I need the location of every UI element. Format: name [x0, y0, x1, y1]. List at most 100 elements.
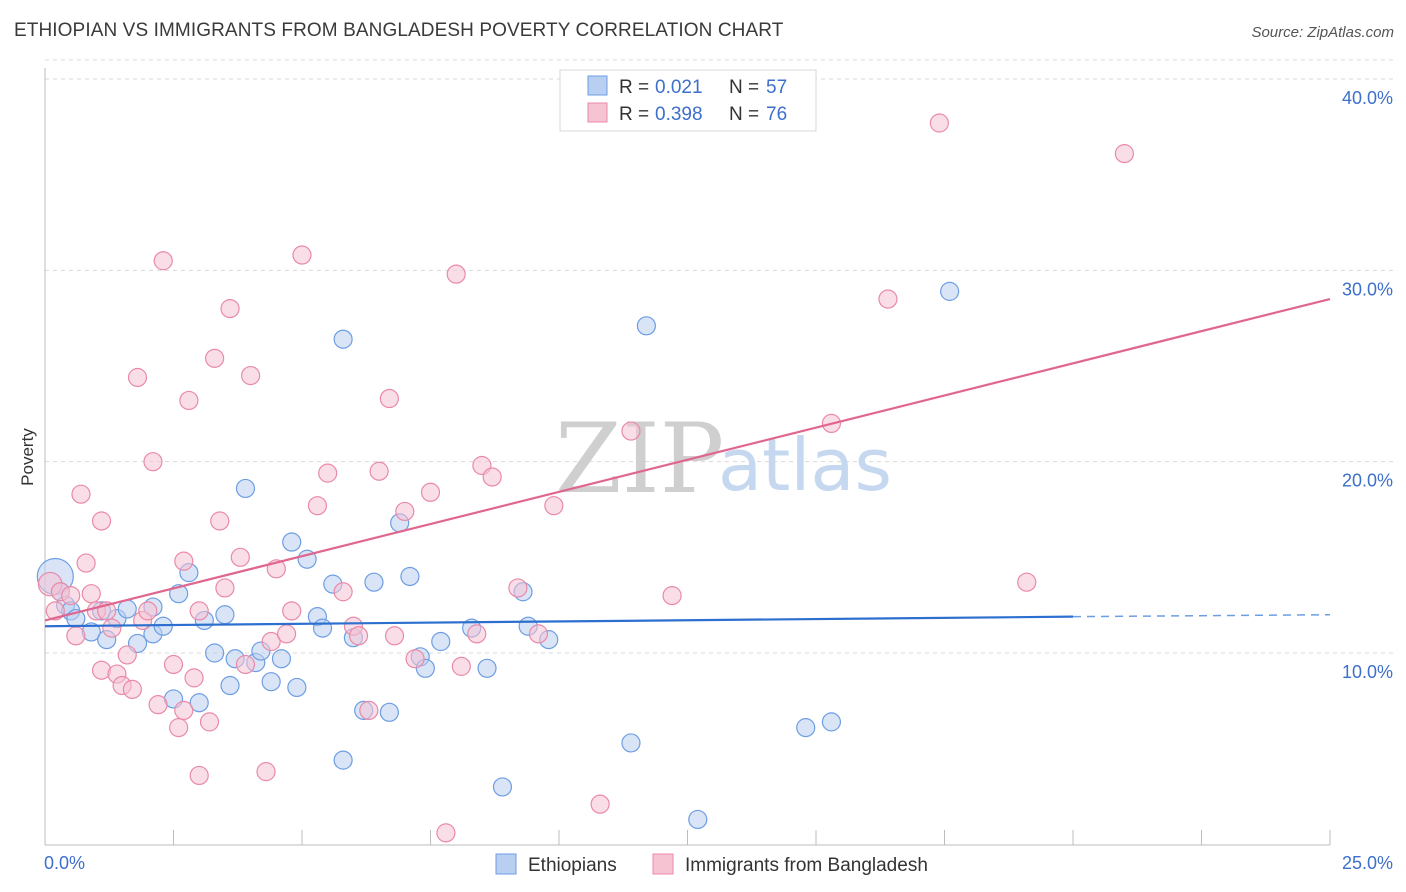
point-ethiopians	[287, 677, 307, 698]
point-ethiopians	[688, 809, 708, 830]
point-bangladesh	[307, 496, 328, 516]
bottom-legend-label-bangladesh: Immigrants from Bangladesh	[685, 855, 928, 876]
point-ethiopians	[117, 599, 137, 619]
point-bangladesh	[163, 654, 184, 675]
trend-lines	[44, 297, 1331, 628]
point-bangladesh	[621, 421, 641, 441]
point-ethiopians	[796, 718, 816, 738]
point-bangladesh	[292, 245, 312, 265]
point-ethiopians	[821, 712, 842, 732]
point-bangladesh	[210, 511, 230, 531]
y-tick-label: 40.0%	[1342, 88, 1393, 108]
point-ethiopians	[431, 631, 451, 652]
point-ethiopians	[364, 572, 384, 592]
legend-n-label-1: N =	[729, 77, 759, 98]
point-bangladesh	[179, 390, 199, 411]
trend-line-ethiopians-extension	[1072, 613, 1331, 618]
point-bangladesh	[318, 463, 338, 483]
point-bangladesh	[66, 626, 86, 646]
point-bangladesh	[241, 365, 261, 386]
point-ethiopians	[333, 750, 353, 770]
point-ethiopians	[333, 329, 353, 349]
point-ethiopians	[215, 605, 235, 625]
point-bangladesh	[127, 367, 148, 388]
point-bangladesh	[369, 461, 389, 481]
legend-r-label-1: R =	[619, 77, 649, 98]
bottom-legend: Ethiopians Immigrants from Bangladesh	[495, 853, 928, 876]
point-bangladesh	[153, 251, 173, 271]
point-bangladesh	[102, 618, 122, 638]
point-bangladesh	[528, 624, 549, 644]
point-bangladesh	[148, 695, 168, 715]
point-bangladesh	[333, 582, 353, 602]
point-ethiopians	[379, 702, 399, 722]
legend-n-value-1: 57	[766, 77, 787, 98]
data-points	[36, 113, 1135, 843]
point-bangladesh	[199, 712, 220, 732]
point-bangladesh	[282, 601, 302, 621]
y-tick-labels: 10.0% 20.0% 30.0% 40.0%	[1342, 88, 1393, 682]
grid-lines	[45, 59, 1395, 654]
bottom-legend-label-ethiopians: Ethiopians	[528, 855, 617, 876]
bottom-legend-swatch-bangladesh	[652, 853, 674, 875]
x-tick-label-max: 25.0%	[1342, 853, 1393, 873]
point-bangladesh	[220, 299, 240, 319]
point-bangladesh	[405, 649, 425, 669]
legend-n-value-2: 76	[766, 104, 787, 125]
point-ethiopians	[492, 777, 513, 797]
point-ethiopians	[235, 478, 256, 499]
point-bangladesh	[451, 656, 471, 676]
x-tick-marks	[173, 830, 1331, 845]
watermark-atlas: atlas	[718, 423, 892, 507]
point-bangladesh	[45, 601, 65, 621]
point-bangladesh	[395, 501, 415, 522]
point-bangladesh	[215, 578, 235, 598]
point-ethiopians	[940, 281, 960, 301]
point-bangladesh	[359, 700, 379, 721]
point-bangladesh	[256, 762, 276, 782]
point-ethiopians	[636, 316, 656, 336]
point-bangladesh	[117, 645, 137, 665]
point-bangladesh	[1017, 572, 1037, 592]
point-bangladesh	[508, 578, 528, 598]
point-bangladesh	[1114, 144, 1135, 164]
point-bangladesh	[122, 679, 142, 699]
point-bangladesh	[189, 765, 209, 786]
point-ethiopians	[621, 733, 641, 753]
point-ethiopians	[261, 672, 281, 692]
y-tick-label: 10.0%	[1342, 662, 1393, 682]
point-bangladesh	[436, 823, 456, 843]
point-bangladesh	[276, 624, 297, 644]
bottom-legend-swatch-ethiopians	[495, 853, 517, 875]
point-bangladesh	[446, 264, 466, 284]
y-axis-title: Poverty	[18, 428, 37, 486]
point-bangladesh	[76, 553, 96, 573]
point-bangladesh	[205, 348, 225, 368]
point-ethiopians	[400, 566, 420, 587]
y-tick-label: 30.0%	[1342, 279, 1393, 299]
point-bangladesh	[590, 794, 610, 814]
point-ethiopians	[189, 693, 209, 713]
point-bangladesh	[81, 584, 101, 604]
point-bangladesh	[482, 467, 502, 487]
point-bangladesh	[91, 511, 112, 531]
point-ethiopians	[205, 643, 225, 663]
point-bangladesh	[544, 496, 564, 516]
watermark: ZIP atlas	[555, 403, 892, 515]
point-ethiopians	[271, 649, 292, 669]
point-bangladesh	[169, 718, 189, 738]
point-ethiopians	[220, 675, 240, 696]
point-bangladesh	[878, 289, 898, 309]
point-bangladesh	[348, 626, 369, 646]
chart-title: ETHIOPIAN VS IMMIGRANTS FROM BANGLADESH …	[14, 20, 784, 41]
point-bangladesh	[230, 547, 250, 567]
point-bangladesh	[261, 631, 281, 652]
point-bangladesh	[184, 668, 204, 688]
point-bangladesh	[138, 601, 158, 621]
legend-r-value-1: 0.021	[655, 77, 703, 98]
point-bangladesh	[174, 700, 194, 721]
point-bangladesh	[420, 482, 441, 502]
legend: R = 0.021 N = 57 R = 0.398 N = 76	[559, 69, 817, 132]
legend-r-label-2: R =	[619, 104, 649, 125]
